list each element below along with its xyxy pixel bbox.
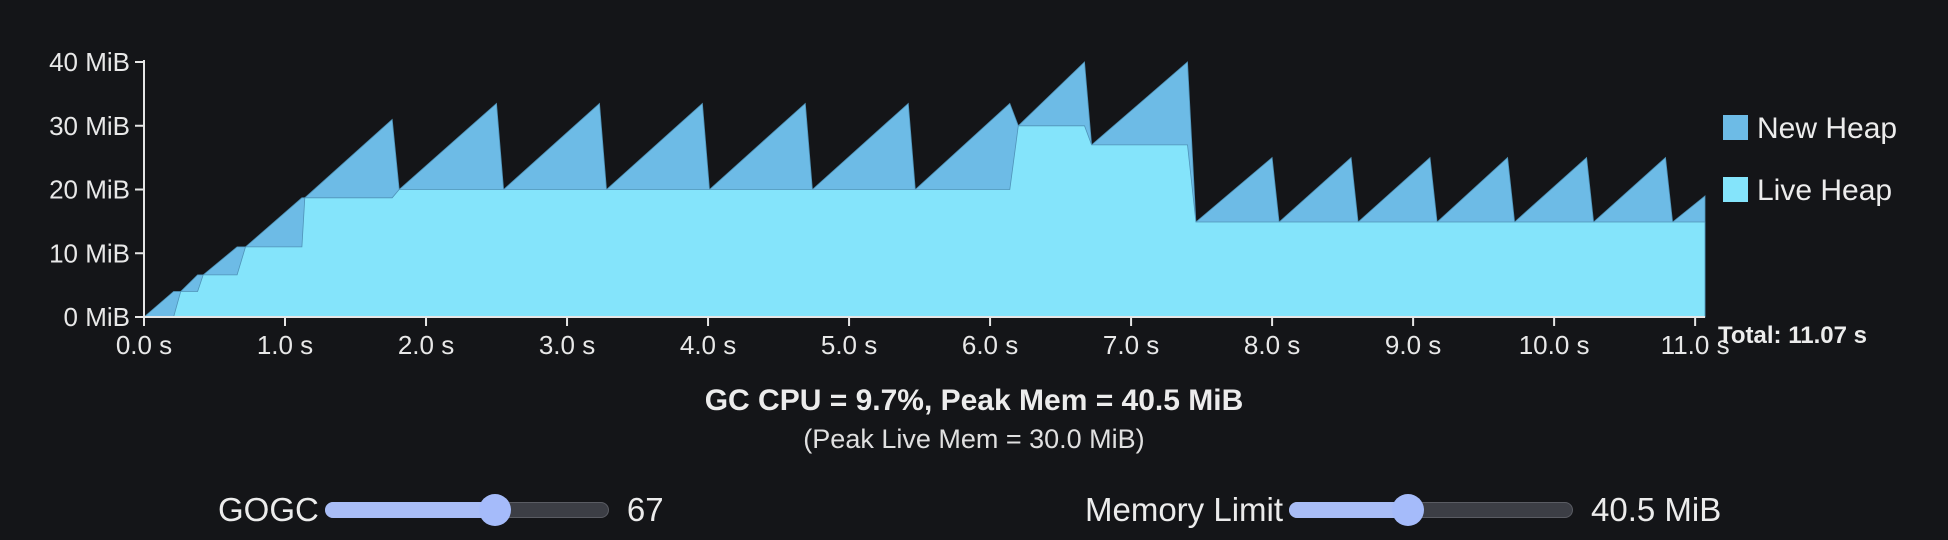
gogc-value: 67 [626,491,664,528]
heap-chart: 0 MiB 10 MiB 20 MiB 30 MiB 40 MiB 0.0 s 1.0 s 2… [49,47,1897,360]
x-tick-label: 5.0 s [821,330,877,360]
legend-label-new-heap: New Heap [1757,112,1897,145]
memory-limit-value: 40.5 MiB [1591,491,1722,528]
y-tick-label: 0 MiB [64,302,130,332]
gc-summary: GC CPU = 9.7%, Peak Mem = 40.5 MiB [704,384,1244,417]
x-tick-label: 0.0 s [116,330,172,360]
memory-limit-control: Memory Limit 40.5 MiB [1085,486,1721,534]
memory-limit-slider-fill [1289,502,1409,518]
live-heap-area [144,125,1706,318]
x-tick-label: 10.0 s [1519,330,1590,360]
axes: 0 MiB 10 MiB 20 MiB 30 MiB 40 MiB 0.0 s 1.0 s 2… [49,47,1730,360]
x-tick-label: 11.0 s [1661,330,1730,360]
legend: New Heap Live Heap [1723,112,1897,207]
gogc-label: GOGC [218,491,319,528]
x-tick-label: 8.0 s [1244,330,1300,360]
y-tick-label: 20 MiB [49,175,130,205]
x-tick-label: 3.0 s [539,330,595,360]
gogc-slider[interactable] [324,488,609,532]
peak-live-mem: (Peak Live Mem = 30.0 MiB) [803,424,1145,454]
x-tick-label: 1.0 s [257,330,313,360]
gogc-slider-thumb[interactable] [478,494,511,526]
gogc-control: GOGC 67 [218,486,664,534]
x-tick-label: 6.0 s [962,330,1018,360]
memory-limit-slider-thumb[interactable] [1392,494,1425,526]
y-tick-label: 40 MiB [49,47,130,77]
x-tick-label: 7.0 s [1103,330,1159,360]
memory-limit-label: Memory Limit [1085,491,1284,528]
legend-swatch-live-heap [1723,177,1748,202]
x-tick-label: 2.0 s [398,330,454,360]
memory-limit-slider[interactable] [1289,488,1574,532]
y-tick-label: 10 MiB [49,238,130,268]
gogc-slider-fill [324,502,495,518]
legend-swatch-new-heap [1723,115,1748,140]
y-tick-label: 30 MiB [49,111,130,141]
x-tick-label: 4.0 s [680,330,736,360]
total-label: Total: 11.07 s [1718,322,1867,349]
plot-areas [142,61,1706,318]
x-tick-label: 9.0 s [1385,330,1441,360]
legend-label-live-heap: Live Heap [1757,174,1892,207]
